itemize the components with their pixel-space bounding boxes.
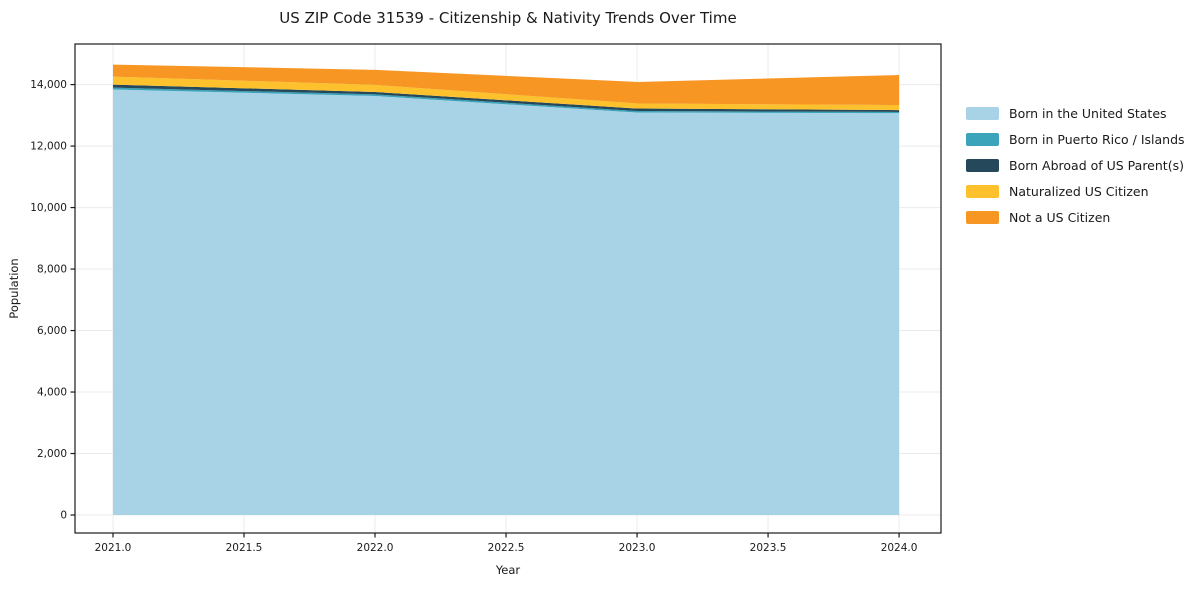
legend-label: Naturalized US Citizen [1009, 183, 1149, 199]
y-tick-label: 8,000 [37, 264, 67, 276]
area-series-1 [112, 87, 900, 114]
legend-swatch-icon [966, 106, 999, 120]
legend-swatch-icon [966, 158, 999, 172]
legend-swatch-icon [966, 210, 999, 224]
x-axis-label: Year [495, 563, 521, 577]
legend-item: Born in Puerto Rico / Islands [966, 126, 1185, 152]
area-series-0 [112, 89, 900, 516]
x-tick-label: 2022.5 [488, 542, 525, 554]
legend-item: Born in the United States [966, 100, 1185, 126]
x-tick-label: 2021.5 [226, 542, 263, 554]
y-tick-label: 6,000 [37, 325, 67, 337]
y-tick-label: 14,000 [30, 79, 67, 91]
legend-label: Not a US Citizen [1009, 209, 1111, 225]
legend-label: Born in the United States [1009, 105, 1167, 121]
legend-item: Born Abroad of US Parent(s) [966, 152, 1185, 178]
legend-label: Born in Puerto Rico / Islands [1009, 131, 1185, 147]
x-tick-label: 2022.0 [357, 542, 394, 554]
legend-label: Born Abroad of US Parent(s) [1009, 157, 1184, 173]
y-tick-label: 0 [60, 510, 67, 522]
area-series-4 [112, 64, 900, 106]
chart-title: US ZIP Code 31539 - Citizenship & Nativi… [279, 9, 737, 27]
legend-item: Naturalized US Citizen [966, 178, 1185, 204]
legend-item: Not a US Citizen [966, 204, 1185, 230]
plot-frame [74, 43, 942, 534]
x-tick-label: 2021.0 [95, 542, 132, 554]
y-tick-label: 12,000 [30, 141, 67, 153]
legend-swatch-icon [966, 184, 999, 198]
legend: Born in the United States Born in Puerto … [966, 100, 1185, 230]
x-tick-label: 2023.5 [750, 542, 787, 554]
y-axis-label: Population [7, 258, 21, 318]
y-tick-label: 2,000 [37, 448, 67, 460]
area-series-2 [112, 84, 900, 112]
y-tick-label: 4,000 [37, 387, 67, 399]
y-tick-label: 10,000 [30, 202, 67, 214]
x-tick-label: 2024.0 [881, 542, 918, 554]
area-series-3 [112, 76, 900, 111]
legend-swatch-icon [966, 132, 999, 146]
x-tick-label: 2023.0 [619, 542, 656, 554]
